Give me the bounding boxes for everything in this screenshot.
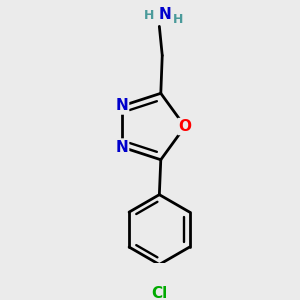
Text: N: N: [116, 140, 128, 154]
Text: O: O: [178, 119, 191, 134]
Text: Cl: Cl: [151, 286, 167, 300]
Text: N: N: [159, 7, 172, 22]
Text: H: H: [173, 14, 183, 26]
Text: H: H: [144, 9, 154, 22]
Text: N: N: [116, 98, 128, 113]
